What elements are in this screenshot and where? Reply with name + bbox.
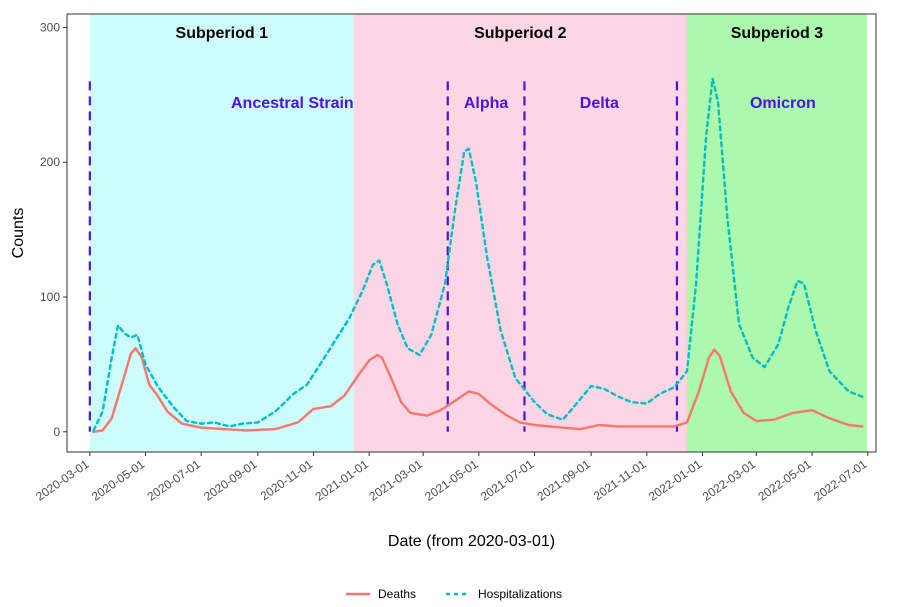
y-axis-title: Counts (10, 208, 27, 259)
x-tick-label: 2020-07-01 (145, 457, 204, 504)
x-tick-label: 2021-07-01 (478, 457, 537, 504)
x-tick-label: 2022-03-01 (700, 457, 759, 504)
subperiod-band-1 (89, 14, 354, 452)
variant-label-1: Ancestral Strain (231, 95, 354, 112)
x-axis: 2020-03-012020-05-012020-07-012020-09-01… (33, 452, 870, 504)
subperiod-label-3: Subperiod 3 (731, 25, 824, 42)
panel-border (66, 13, 877, 453)
x-tick-label: 2020-11-01 (258, 457, 316, 503)
legend: Deaths Hospitalizations (346, 587, 562, 601)
subperiod-label-1: Subperiod 1 (176, 25, 269, 42)
legend-label-deaths: Deaths (378, 587, 416, 601)
subperiod-labels: Subperiod 1 Subperiod 2 Subperiod 3 (176, 25, 824, 42)
variant-labels: Ancestral Strain Alpha Delta Omicron (231, 95, 816, 112)
x-tick-label: 2021-03-01 (367, 457, 426, 504)
x-tick-label: 2021-01-01 (313, 457, 372, 504)
y-tick-label: 300 (40, 20, 60, 34)
y-tick-label: 0 (53, 425, 60, 439)
y-axis: 0 100 200 300 (40, 20, 67, 439)
x-tick-label: 2021-11-01 (591, 457, 649, 503)
legend-label-hospitalizations: Hospitalizations (478, 587, 562, 601)
x-tick-label: 2021-09-01 (535, 457, 594, 504)
variant-label-4: Omicron (750, 95, 816, 112)
subperiod-bands (89, 14, 867, 452)
x-tick-label: 2021-05-01 (422, 457, 481, 504)
y-tick-label: 200 (40, 155, 60, 169)
x-tick-label: 2022-05-01 (755, 457, 814, 504)
subperiod-band-2 (353, 14, 687, 452)
x-axis-title: Date (from 2020-03-01) (388, 533, 555, 550)
x-tick-label: 2020-05-01 (89, 457, 148, 504)
data-series (92, 77, 864, 433)
x-tick-label: 2022-01-01 (646, 457, 705, 504)
series-line-hospitalizations (92, 77, 864, 432)
x-tick-label: 2020-09-01 (201, 457, 260, 504)
series-line-deaths (92, 347, 864, 433)
subperiod-label-2: Subperiod 2 (474, 25, 567, 42)
variant-label-2: Alpha (464, 95, 509, 112)
variant-boundary-lines (88, 81, 679, 432)
variant-label-3: Delta (580, 95, 619, 112)
x-tick-label: 2020-03-01 (33, 457, 92, 504)
x-tick-label: 2022-07-01 (811, 457, 870, 504)
y-tick-label: 100 (40, 290, 60, 304)
